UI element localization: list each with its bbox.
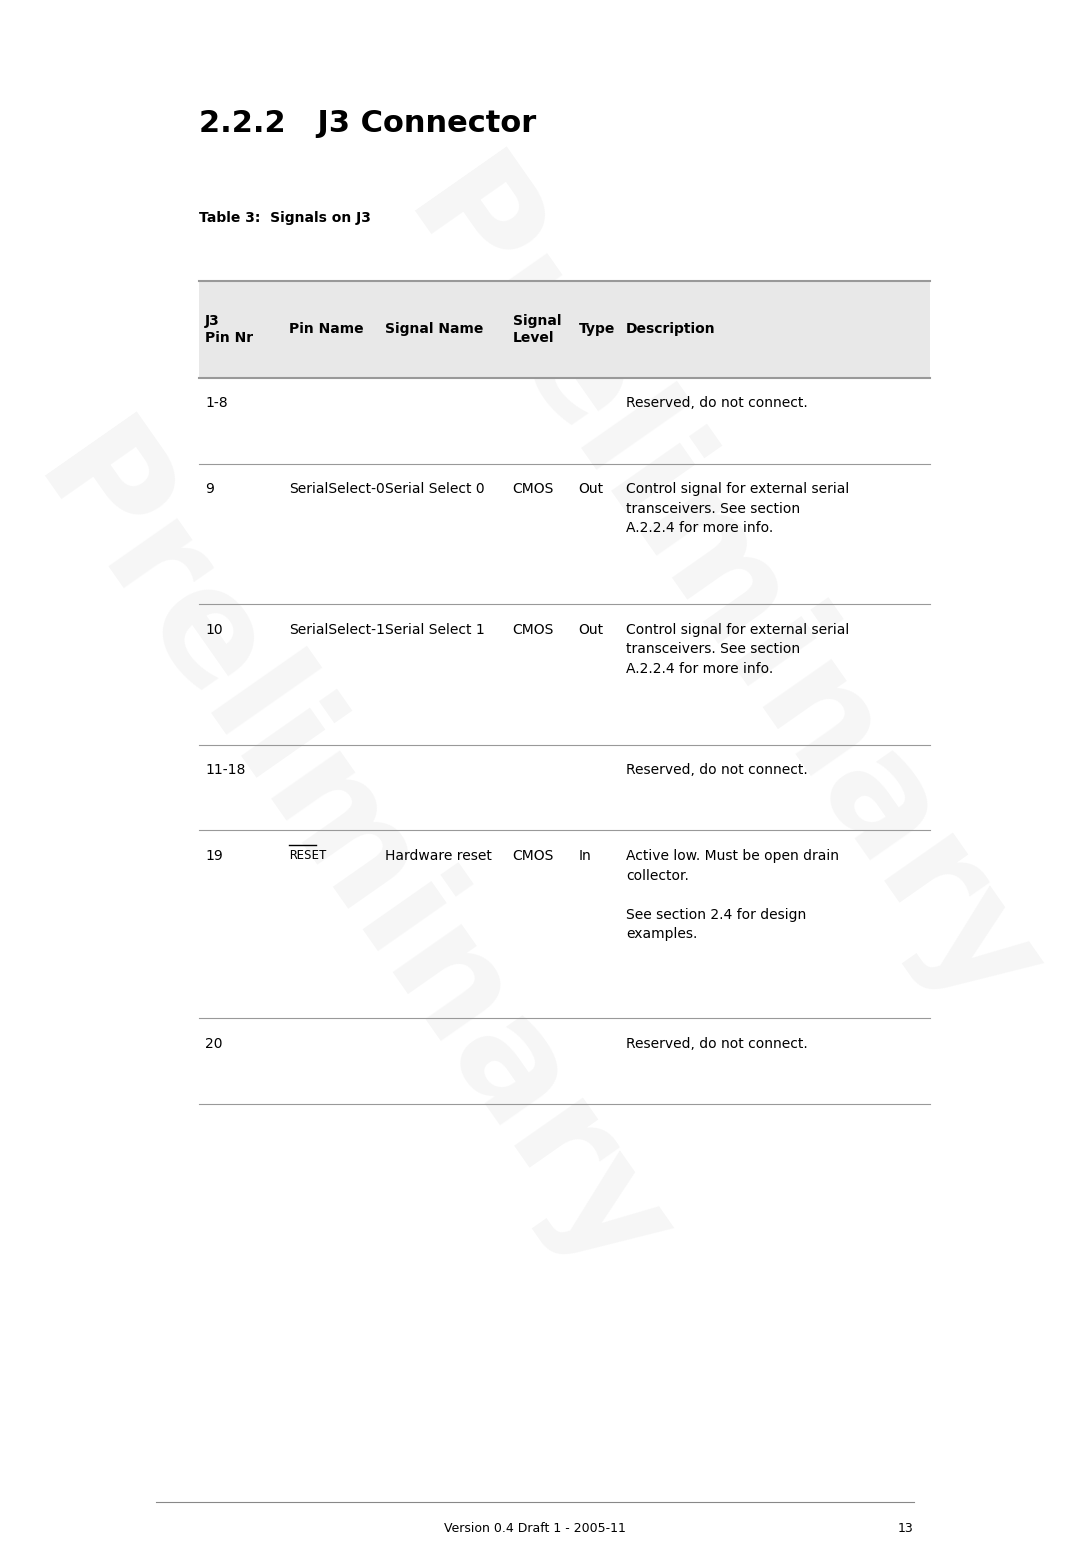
Text: Type: Type xyxy=(579,323,615,336)
Text: Signal
Level: Signal Level xyxy=(513,314,561,345)
Text: CMOS: CMOS xyxy=(513,623,554,637)
Text: 10: 10 xyxy=(205,623,223,637)
Text: Active low. Must be open drain
collector.

See section 2.4 for design
examples.: Active low. Must be open drain collector… xyxy=(626,849,839,941)
Text: 1-8: 1-8 xyxy=(205,396,228,411)
Text: In: In xyxy=(579,849,592,863)
Text: Hardware reset: Hardware reset xyxy=(384,849,491,863)
Text: 2.2.2   J3 Connector: 2.2.2 J3 Connector xyxy=(199,109,536,139)
Text: Reserved, do not connect.: Reserved, do not connect. xyxy=(626,763,808,777)
Text: 20: 20 xyxy=(205,1037,223,1051)
Text: Preliminary: Preliminary xyxy=(3,409,697,1308)
Text: Out: Out xyxy=(579,623,603,637)
Text: Control signal for external serial
transceivers. See section
A.2.2.4 for more in: Control signal for external serial trans… xyxy=(626,482,850,535)
Text: 13: 13 xyxy=(898,1522,914,1534)
Text: 19: 19 xyxy=(205,849,223,863)
Text: Preliminary: Preliminary xyxy=(373,144,1067,1043)
Text: J3
Pin Nr: J3 Pin Nr xyxy=(205,314,254,345)
Text: SerialSelect-1: SerialSelect-1 xyxy=(289,623,385,637)
Text: SerialSelect-0: SerialSelect-0 xyxy=(289,482,385,496)
Text: Out: Out xyxy=(579,482,603,496)
Bar xyxy=(199,281,930,378)
Text: Serial Select 0: Serial Select 0 xyxy=(384,482,485,496)
Text: Control signal for external serial
transceivers. See section
A.2.2.4 for more in: Control signal for external serial trans… xyxy=(626,623,850,676)
Text: 11-18: 11-18 xyxy=(205,763,246,777)
Text: Pin Name: Pin Name xyxy=(289,323,364,336)
Text: 9: 9 xyxy=(205,482,214,496)
Text: RESET: RESET xyxy=(289,849,327,862)
Text: Signal Name: Signal Name xyxy=(384,323,483,336)
Text: CMOS: CMOS xyxy=(513,482,554,496)
Text: Serial Select 1: Serial Select 1 xyxy=(384,623,485,637)
Text: Description: Description xyxy=(626,323,716,336)
Text: Reserved, do not connect.: Reserved, do not connect. xyxy=(626,396,808,411)
Text: CMOS: CMOS xyxy=(513,849,554,863)
Text: Version 0.4 Draft 1 - 2005-11: Version 0.4 Draft 1 - 2005-11 xyxy=(444,1522,626,1534)
Text: Table 3:  Signals on J3: Table 3: Signals on J3 xyxy=(199,211,370,225)
Text: Reserved, do not connect.: Reserved, do not connect. xyxy=(626,1037,808,1051)
